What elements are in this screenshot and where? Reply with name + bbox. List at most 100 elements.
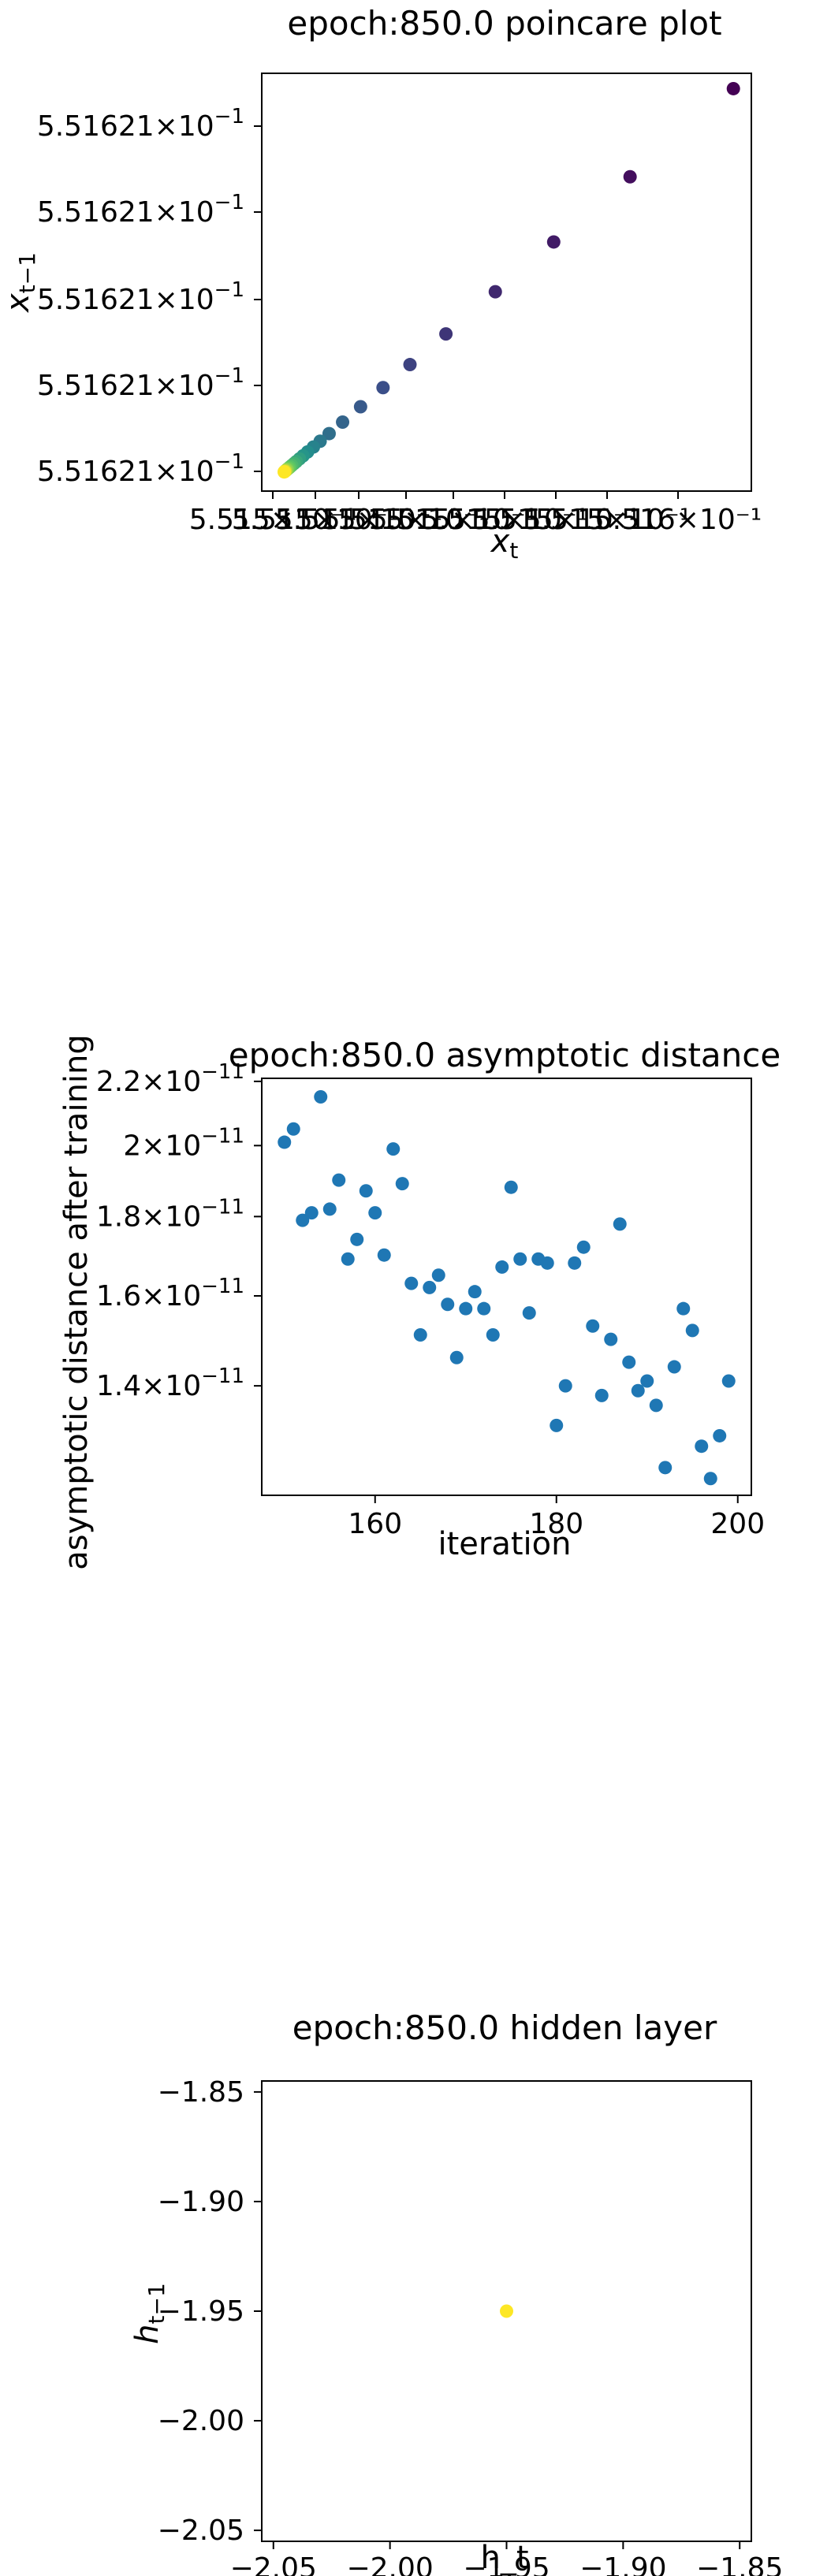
- data-point: [377, 1248, 391, 1262]
- data-point: [286, 1122, 300, 1136]
- data-point: [546, 235, 561, 249]
- data-point: [726, 81, 740, 95]
- data-point: [558, 1379, 572, 1393]
- data-point: [676, 1301, 691, 1316]
- chart-title: epoch:850.0 asymptotic distance: [229, 1036, 781, 1074]
- plot-frame: [261, 73, 752, 492]
- x-tick-label: 5.515×10⁻¹: [370, 504, 537, 536]
- y-tick-label: 5.51621×10−1: [37, 191, 244, 229]
- y-tick-label: 2×10−11: [123, 1124, 244, 1162]
- data-point: [500, 2304, 513, 2318]
- data-points: [500, 2304, 513, 2318]
- data-point: [314, 1090, 328, 1104]
- x-tick-label: −1.85: [696, 2552, 783, 2576]
- x-axis-label: iteration: [438, 1526, 572, 1562]
- x-tick-label: 5.515×10⁻¹: [421, 504, 588, 536]
- x-tick-label: 5.515×10⁻¹: [524, 504, 691, 536]
- data-point: [604, 1332, 618, 1346]
- y-tick-label: 1.8×10−11: [96, 1195, 244, 1233]
- y-axis: −2.05 −2.00 −1.95 −1.90 −1.85: [158, 2076, 262, 2547]
- data-point: [296, 1213, 310, 1227]
- data-point: [304, 1206, 319, 1220]
- y-tick-label: 5.51621×10−1: [37, 450, 244, 488]
- data-point: [649, 1398, 663, 1413]
- data-point: [468, 1285, 482, 1299]
- x-axis: 160 180 200: [348, 1495, 765, 1540]
- data-points: [277, 81, 740, 479]
- y-tick-label: −1.90: [158, 2186, 244, 2218]
- data-point: [439, 327, 453, 341]
- x-tick-label: 5.515×10⁻¹: [189, 504, 356, 536]
- x-axis: 5.515×10⁻¹5.515×10⁻¹5.515×10⁻¹5.515×10⁻¹…: [189, 491, 762, 536]
- data-point: [613, 1217, 627, 1231]
- x-tick-label: 5.516×10⁻¹: [594, 504, 762, 536]
- x-tick-label: −2.00: [346, 2552, 433, 2576]
- x-axis-label: xt: [490, 523, 519, 564]
- data-point: [550, 1418, 564, 1432]
- data-point: [658, 1461, 673, 1475]
- data-point: [504, 1180, 518, 1194]
- y-axis-label: ht−1: [129, 2283, 170, 2344]
- data-point: [368, 1206, 382, 1220]
- data-point: [277, 465, 291, 479]
- x-tick-label: −1.90: [579, 2552, 666, 2576]
- data-point: [721, 1374, 736, 1388]
- y-tick-label: 5.51621×10−1: [37, 278, 244, 316]
- x-axis-label: h_t: [480, 2540, 528, 2576]
- data-point: [336, 415, 350, 429]
- data-point: [449, 1350, 464, 1364]
- data-point: [622, 1355, 636, 1369]
- data-point: [522, 1306, 536, 1320]
- data-point: [685, 1323, 699, 1338]
- data-point: [459, 1301, 473, 1316]
- data-point: [631, 1383, 645, 1398]
- data-point: [568, 1256, 582, 1270]
- x-tick-label: 5.515×10⁻¹: [472, 504, 639, 536]
- y-axis: 1.4×10−11 1.6×10−11 1.8×10−11 2×10−11 2.2×10…: [96, 1060, 262, 1402]
- data-point: [695, 1439, 709, 1454]
- x-tick-label: −2.05: [230, 2552, 317, 2576]
- y-axis-label: xt−1: [0, 252, 40, 314]
- data-point: [540, 1256, 554, 1270]
- x-tick-label: −1.95: [463, 2552, 550, 2576]
- y-tick-label: 1.6×10−11: [96, 1275, 244, 1312]
- x-tick-label: 5.515×10⁻¹: [322, 504, 490, 536]
- chart-hidden-layer: epoch:850.0 hidden layer −2.05 −2.00 −1.95…: [129, 2008, 783, 2576]
- x-axis: −2.05 −2.00 −1.95 −1.90 −1.85: [230, 2541, 783, 2576]
- data-point: [623, 169, 637, 184]
- y-axis: 5.51621×10−1 5.51621×10−1 5.51621×10−1 5.51…: [37, 105, 262, 488]
- data-points: [278, 1090, 736, 1486]
- data-point: [477, 1301, 491, 1316]
- y-tick-label: −1.85: [158, 2076, 244, 2109]
- y-axis-label: asymptotic distance after training: [58, 1034, 95, 1570]
- data-point: [495, 1260, 509, 1274]
- data-point: [640, 1374, 654, 1388]
- data-point: [359, 1184, 373, 1198]
- data-point: [350, 1232, 364, 1246]
- chart-asymptotic-distance: epoch:850.0 asymptotic distance 1.4×10−1…: [58, 1034, 781, 1570]
- data-point: [395, 1177, 409, 1191]
- x-tick-label: 160: [348, 1508, 402, 1540]
- data-point: [488, 285, 502, 299]
- data-point: [486, 1327, 500, 1342]
- data-point: [594, 1388, 609, 1402]
- data-point: [386, 1142, 401, 1156]
- data-point: [667, 1360, 681, 1374]
- data-point: [322, 426, 336, 441]
- data-point: [403, 358, 417, 372]
- data-point: [278, 1135, 292, 1149]
- data-point: [513, 1252, 527, 1266]
- data-point: [586, 1319, 600, 1333]
- chart-poincare: epoch:850.0 poincare plot 5.51621×10−15.…: [0, 4, 762, 564]
- data-point: [404, 1276, 419, 1290]
- y-tick-label: −2.00: [158, 2405, 244, 2437]
- data-point: [376, 381, 390, 395]
- plot-frame: [261, 1078, 752, 1496]
- y-tick-label: 2.2×10−11: [96, 1060, 244, 1098]
- data-point: [413, 1327, 427, 1342]
- y-tick-label: 5.51621×10−1: [37, 364, 244, 402]
- chart-title: epoch:850.0 hidden layer: [292, 2008, 717, 2047]
- data-point: [576, 1240, 591, 1254]
- data-point: [431, 1268, 445, 1282]
